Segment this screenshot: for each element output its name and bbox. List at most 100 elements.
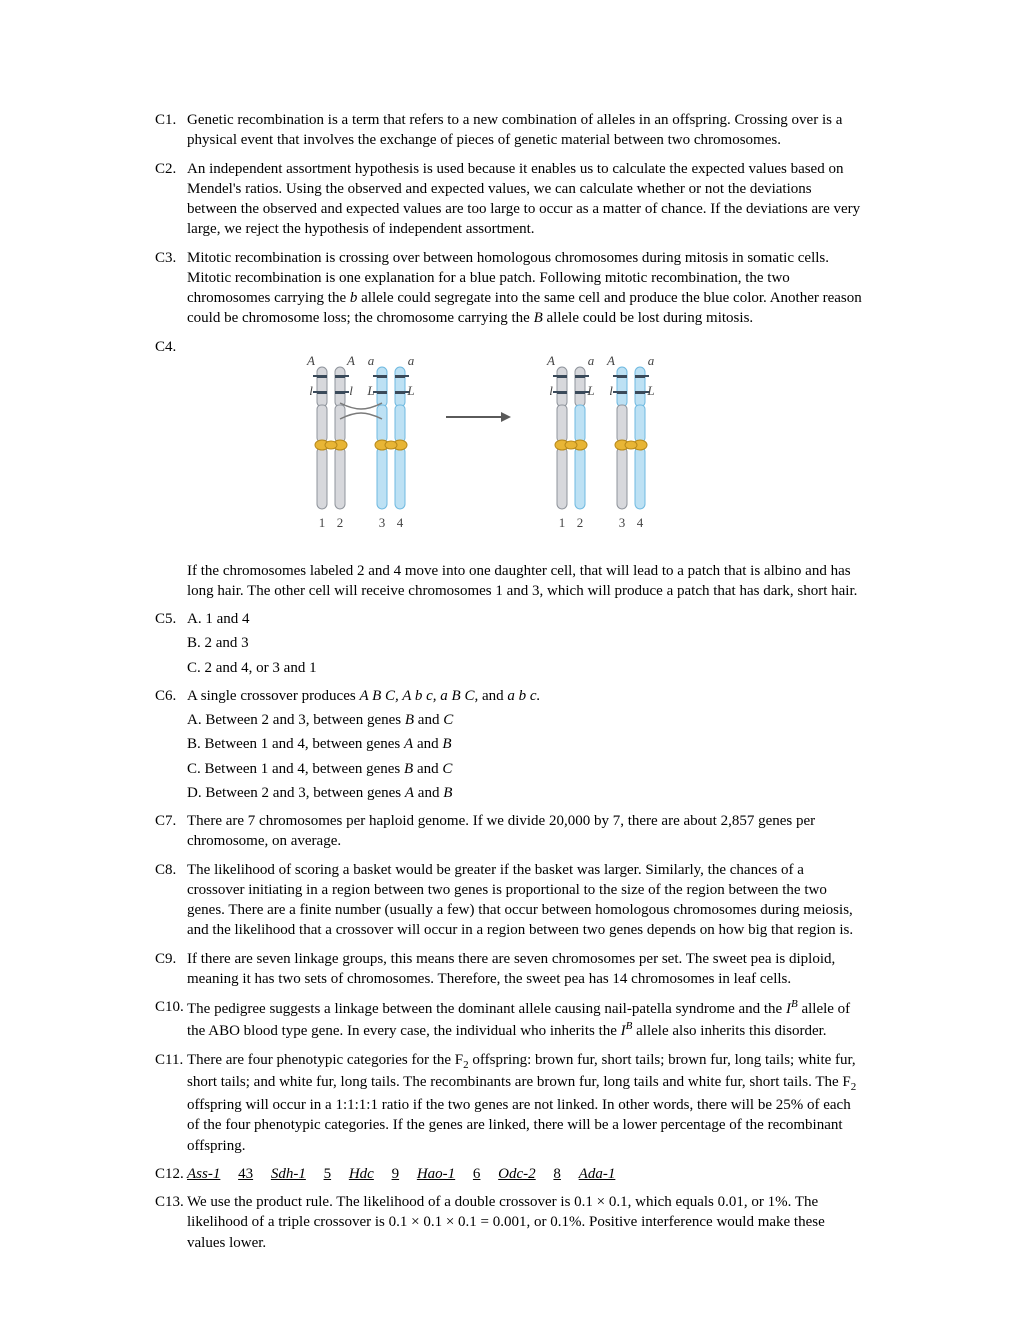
svg-text:4: 4 [397, 515, 404, 530]
c5-c: C. 2 and 4, or 3 and 1 [187, 658, 865, 678]
svg-text:a: a [588, 353, 595, 368]
c6a-g1: B [405, 712, 414, 728]
c5-b: B. 2 and 3 [187, 633, 865, 653]
c12-g4: Hao-1 [417, 1164, 455, 1184]
svg-text:A: A [346, 353, 355, 368]
c6-d: D. Between 2 and 3, between genes A and … [187, 783, 865, 803]
c11-mid2: offspring will occur in a 1:1:1:1 ratio … [187, 1097, 851, 1154]
item-c4: C4. AAll12aaLL34AalL12AalL34 If the chro… [155, 337, 865, 602]
c12-d4: 6 [459, 1164, 495, 1184]
body-c8: The likelihood of scoring a basket would… [187, 860, 865, 941]
c6-b: B. Between 1 and 4, between genes A and … [187, 734, 865, 754]
c6b-mid: and [413, 736, 442, 752]
label-c9: C9. [155, 949, 187, 990]
body-c9: If there are seven linkage groups, this … [187, 949, 865, 990]
label-c3: C3. [155, 248, 187, 329]
chromosome-diagram: AAll12aaLL34AalL12AalL34 [187, 347, 865, 547]
body-c1: Genetic recombination is a term that ref… [187, 110, 865, 151]
svg-text:1: 1 [319, 515, 326, 530]
c6a-mid: and [414, 712, 443, 728]
svg-text:3: 3 [619, 515, 626, 530]
svg-text:3: 3 [379, 515, 386, 530]
label-c5: C5. [155, 609, 187, 678]
label-c10: C10. [155, 997, 187, 1042]
item-c12: C12. Ass-1 43 Sdh-1 5 Hdc 9 Hao-1 6 Odc-… [155, 1164, 865, 1184]
c5-a: A. 1 and 4 [187, 609, 865, 629]
body-c5: A. 1 and 4 B. 2 and 3 C. 2 and 4, or 3 a… [187, 609, 865, 678]
body-c6: A single crossover produces A B C, A b c… [187, 686, 865, 803]
item-c10: C10. The pedigree suggests a linkage bet… [155, 997, 865, 1042]
label-c2: C2. [155, 159, 187, 240]
svg-text:L: L [366, 383, 374, 398]
c6c-pre: C. Between 1 and 4, between genes [187, 761, 404, 777]
c6c-g1: B [404, 761, 413, 777]
item-c1: C1. Genetic recombination is a term that… [155, 110, 865, 151]
c10-post: allele also inherits this disorder. [632, 1023, 826, 1039]
svg-text:L: L [406, 383, 414, 398]
item-c11: C11. There are four phenotypic categorie… [155, 1050, 865, 1156]
c6a-pre: A. Between 2 and 3, between genes [187, 712, 405, 728]
svg-text:L: L [586, 383, 594, 398]
c11-sub2: 2 [851, 1081, 857, 1093]
c12-d1: 43 [224, 1164, 267, 1184]
svg-text:2: 2 [337, 515, 344, 530]
body-c4: AAll12aaLL34AalL12AalL34 If the chromoso… [187, 337, 865, 602]
svg-text:l: l [349, 383, 353, 398]
c6d-pre: D. Between 2 and 3, between genes [187, 785, 405, 801]
body-c12: Ass-1 43 Sdh-1 5 Hdc 9 Hao-1 6 Odc-2 8 A… [187, 1164, 865, 1184]
svg-text:a: a [368, 353, 375, 368]
body-c3: Mitotic recombination is crossing over b… [187, 248, 865, 329]
body-c11: There are four phenotypic categories for… [187, 1050, 865, 1156]
c6-intro-mid: and [478, 688, 507, 704]
c6c-mid: and [413, 761, 442, 777]
body-c2: An independent assortment hypothesis is … [187, 159, 865, 240]
body-c13: We use the product rule. The likelihood … [187, 1192, 865, 1253]
c6b-g1: A [404, 736, 413, 752]
svg-text:A: A [306, 353, 315, 368]
label-c8: C8. [155, 860, 187, 941]
c3-post: allele could be lost during mitosis. [543, 310, 753, 326]
c11-pre: There are four phenotypic categories for… [187, 1052, 463, 1068]
item-c7: C7. There are 7 chromosomes per haploid … [155, 811, 865, 852]
c6d-g2: B [443, 785, 452, 801]
svg-text:2: 2 [577, 515, 584, 530]
label-c4: C4. [155, 337, 187, 602]
c12-g6: Ada-1 [579, 1164, 616, 1184]
c12-d5: 8 [539, 1164, 575, 1184]
c6b-g2: B [442, 736, 451, 752]
c6a-g2: C [443, 712, 453, 728]
c6-a: A. Between 2 and 3, between genes B and … [187, 710, 865, 730]
item-c8: C8. The likelihood of scoring a basket w… [155, 860, 865, 941]
c3-B: B [534, 310, 543, 326]
c12-g1: Ass-1 [187, 1164, 220, 1184]
c6c-g2: C [442, 761, 452, 777]
label-c13: C13. [155, 1192, 187, 1253]
label-c12: C12. [155, 1164, 187, 1184]
svg-text:l: l [549, 383, 553, 398]
c12-d3: 9 [378, 1164, 414, 1184]
c10-pre: The pedigree suggests a linkage between … [187, 1001, 786, 1017]
c4-caption: If the chromosomes labeled 2 and 4 move … [187, 561, 865, 602]
svg-text:l: l [609, 383, 613, 398]
label-c1: C1. [155, 110, 187, 151]
c10-B1: B [791, 998, 798, 1010]
c12-g5: Odc-2 [498, 1164, 536, 1184]
body-c7: There are 7 chromosomes per haploid geno… [187, 811, 865, 852]
c6d-mid: and [414, 785, 443, 801]
c6-intro-ital: A B C, A b c, a B C, [359, 688, 478, 704]
item-c3: C3. Mitotic recombination is crossing ov… [155, 248, 865, 329]
svg-text:a: a [648, 353, 655, 368]
c6b-pre: B. Between 1 and 4, between genes [187, 736, 404, 752]
svg-text:L: L [646, 383, 654, 398]
c12-g3: Hdc [349, 1164, 374, 1184]
svg-text:A: A [606, 353, 615, 368]
item-c2: C2. An independent assortment hypothesis… [155, 159, 865, 240]
c12-d2: 5 [310, 1164, 346, 1184]
svg-text:4: 4 [637, 515, 644, 530]
svg-text:1: 1 [559, 515, 566, 530]
label-c11: C11. [155, 1050, 187, 1156]
label-c6: C6. [155, 686, 187, 803]
label-c7: C7. [155, 811, 187, 852]
c6-intro: A single crossover produces A B C, A b c… [187, 686, 865, 706]
body-c10: The pedigree suggests a linkage between … [187, 997, 865, 1042]
